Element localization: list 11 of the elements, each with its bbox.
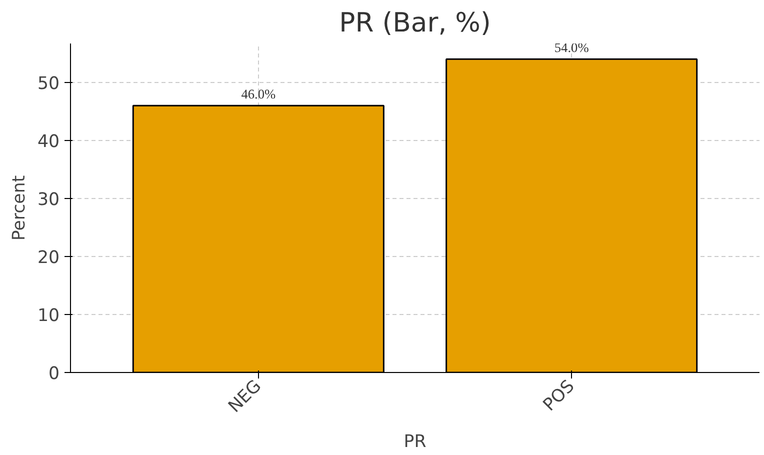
y-tick-label: 20 <box>37 248 60 268</box>
y-tick-label: 50 <box>37 74 60 94</box>
y-tick-label: 40 <box>37 132 60 152</box>
x-axis-title: PR <box>404 432 426 452</box>
y-tick-label: 30 <box>37 190 60 210</box>
y-axis-title: Percent <box>9 175 30 241</box>
y-tick-label: 10 <box>37 306 60 326</box>
data-label: 54.0% <box>554 40 589 56</box>
chart-title: PR (Bar, %) <box>339 8 491 38</box>
data-label: 46.0% <box>241 86 276 102</box>
y-tick-label: 0 <box>48 364 60 384</box>
